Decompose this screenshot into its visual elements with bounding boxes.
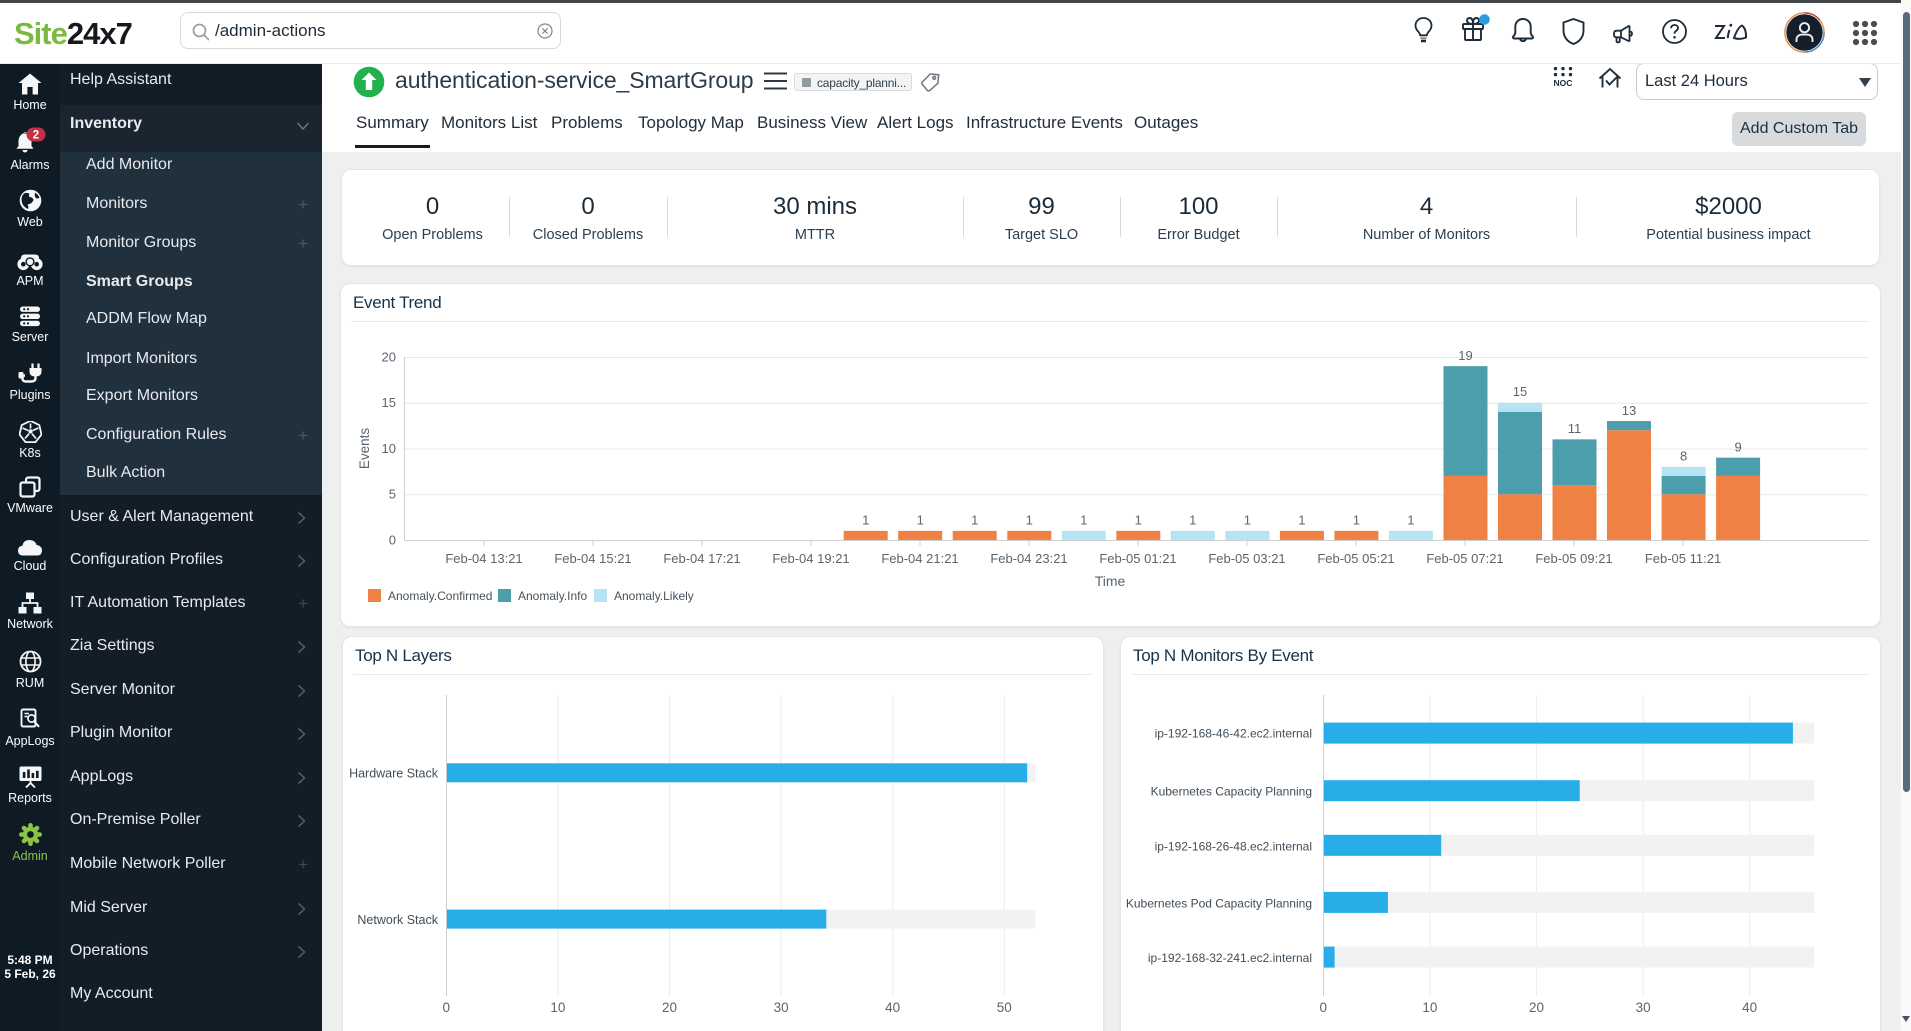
svg-text:Kubernetes Pod Capacity Planni: Kubernetes Pod Capacity Planning <box>1126 896 1312 910</box>
svg-text:Feb-05 07:21: Feb-05 07:21 <box>1426 551 1503 566</box>
svg-text:10: 10 <box>1422 1000 1437 1015</box>
svg-text:Feb-04 17:21: Feb-04 17:21 <box>663 551 740 566</box>
svg-text:1: 1 <box>971 513 978 528</box>
svg-text:Feb-04 21:21: Feb-04 21:21 <box>881 551 958 566</box>
svg-text:ip-192-168-32-241.ec2.internal: ip-192-168-32-241.ec2.internal <box>1148 951 1312 965</box>
svg-text:30: 30 <box>1636 1000 1651 1015</box>
svg-text:Anomaly.Confirmed: Anomaly.Confirmed <box>388 589 492 603</box>
svg-text:0: 0 <box>443 1000 451 1015</box>
svg-text:10: 10 <box>382 441 396 456</box>
svg-text:0: 0 <box>389 533 396 548</box>
svg-text:11: 11 <box>1568 421 1582 436</box>
svg-text:40: 40 <box>1742 1000 1757 1015</box>
svg-text:1: 1 <box>1026 513 1033 528</box>
svg-text:ip-192-168-26-48.ec2.internal: ip-192-168-26-48.ec2.internal <box>1155 839 1312 853</box>
svg-text:2: 2 <box>33 130 39 142</box>
svg-text:15: 15 <box>1513 384 1527 399</box>
svg-text:10: 10 <box>550 1000 565 1015</box>
svg-text:40: 40 <box>885 1000 900 1015</box>
svg-text:Hardware Stack: Hardware Stack <box>349 766 439 780</box>
svg-text:15: 15 <box>382 395 396 410</box>
svg-text:Feb-05 11:21: Feb-05 11:21 <box>1645 551 1721 566</box>
svg-text:1: 1 <box>1407 513 1414 528</box>
svg-text:1: 1 <box>1080 513 1087 528</box>
svg-text:Feb-05 09:21: Feb-05 09:21 <box>1535 551 1612 566</box>
svg-text:5: 5 <box>389 487 396 502</box>
svg-text:1: 1 <box>1353 513 1360 528</box>
svg-text:9: 9 <box>1734 440 1741 455</box>
svg-text:1: 1 <box>1244 513 1251 528</box>
svg-text:50: 50 <box>997 1000 1012 1015</box>
svg-text:1: 1 <box>1189 513 1196 528</box>
svg-text:Feb-04 23:21: Feb-04 23:21 <box>990 551 1067 566</box>
svg-text:1: 1 <box>1298 513 1305 528</box>
svg-text:1: 1 <box>917 513 924 528</box>
svg-text:Feb-05 01:21: Feb-05 01:21 <box>1099 551 1176 566</box>
svg-text:20: 20 <box>382 350 396 365</box>
svg-text:20: 20 <box>1529 1000 1544 1015</box>
svg-text:19: 19 <box>1458 348 1472 363</box>
svg-text:Time: Time <box>1095 573 1126 589</box>
svg-text:Feb-04 15:21: Feb-04 15:21 <box>554 551 631 566</box>
svg-text:20: 20 <box>662 1000 677 1015</box>
svg-text:NOC: NOC <box>1554 78 1573 87</box>
svg-text:1: 1 <box>1135 513 1142 528</box>
svg-text:Kubernetes Capacity Planning: Kubernetes Capacity Planning <box>1151 785 1312 799</box>
svg-text:Events: Events <box>357 428 372 470</box>
svg-text:1: 1 <box>862 513 869 528</box>
svg-text:Feb-04 19:21: Feb-04 19:21 <box>772 551 849 566</box>
svg-text:8: 8 <box>1680 449 1687 464</box>
svg-text:Network Stack: Network Stack <box>357 913 438 927</box>
svg-text:Feb-04 13:21: Feb-04 13:21 <box>445 551 522 566</box>
svg-text:30: 30 <box>774 1000 789 1015</box>
svg-text:Feb-05 05:21: Feb-05 05:21 <box>1317 551 1394 566</box>
svg-text:0: 0 <box>1320 1000 1328 1015</box>
svg-text:ip-192-168-46-42.ec2.internal: ip-192-168-46-42.ec2.internal <box>1155 727 1312 741</box>
svg-text:Feb-05 03:21: Feb-05 03:21 <box>1208 551 1285 566</box>
svg-text:13: 13 <box>1622 403 1636 418</box>
svg-text:Anomaly.Likely: Anomaly.Likely <box>614 589 694 603</box>
svg-text:Anomaly.Info: Anomaly.Info <box>518 589 587 603</box>
